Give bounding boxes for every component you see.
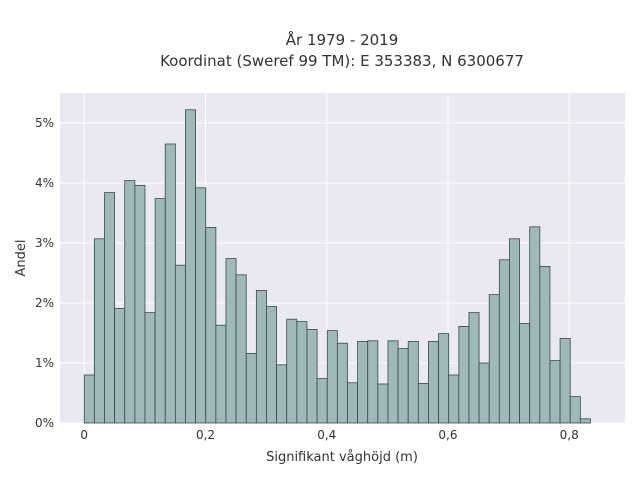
y-axis-label: Andel [14,240,29,277]
y-tick-label: 3% [35,236,54,250]
histogram-bar [559,337,571,424]
histogram-bar [185,109,197,424]
histogram-bar [367,340,379,424]
histogram-bar [154,198,166,424]
x-axis-ticks: 0 0,2 0,4 0,6 0,8 [80,428,578,442]
histogram-bar [336,342,348,424]
histogram-bar [174,264,186,424]
histogram-bar [478,362,490,424]
histogram-bar [326,330,338,424]
histogram-bar [276,364,288,424]
histogram-bar [83,374,95,424]
histogram-bar [569,396,581,424]
histogram-bar [377,383,389,424]
histogram-bar [195,187,207,424]
y-tick-label: 2% [35,296,54,310]
histogram-bar [428,340,439,424]
y-tick-label: 1% [35,356,54,370]
histogram-bar [114,307,126,424]
histogram-bar [387,340,399,424]
histogram-bar [468,312,480,424]
histogram-bar [225,258,237,424]
histogram-bar [579,418,591,424]
histogram-bar [519,322,531,424]
y-tick-label: 4% [35,176,54,190]
histogram-bar [164,143,176,424]
histogram-bar [448,374,460,424]
x-tick-label: 0,6 [438,428,457,442]
chart-subtitle: Koordinat (Sweref 99 TM): E 353383, N 63… [160,52,524,70]
histogram-bar [144,312,156,424]
histogram-bar [417,382,429,424]
histogram-bar [357,340,369,424]
histogram-bar [397,348,409,424]
x-tick-label: 0,4 [317,428,336,442]
histogram-bar [266,306,278,424]
x-tick-label: 0,8 [560,428,579,442]
histogram-bar [215,324,227,424]
histogram-bar [306,328,318,424]
x-tick-label: 0,2 [196,428,215,442]
bars [83,109,591,424]
histogram-bar [438,333,450,424]
chart-title: År 1979 - 2019 [286,30,399,49]
histogram-bar [286,318,298,424]
y-tick-label: 5% [35,116,54,130]
histogram-bar [407,340,419,424]
histogram-bar [205,226,217,424]
histogram-bar [124,180,136,424]
x-axis-label: Signifikant våghöjd (m) [266,450,418,465]
histogram-bar [498,259,510,424]
histogram-bar [255,289,267,424]
histogram-bar [296,321,308,424]
histogram-bar [316,378,328,424]
histogram-bar [347,382,358,424]
histogram-bar [104,192,116,424]
histogram-bar [549,360,561,424]
histogram-bar [539,265,551,424]
histogram-bar [488,294,500,424]
histogram-bar [93,238,105,424]
histogram-bar [509,238,520,424]
histogram-bar [245,352,257,424]
y-tick-label: 0% [35,416,54,430]
y-axis-ticks: 0% 1% 2% 3% 4% 5% [35,116,54,430]
histogram-bar [235,274,247,424]
x-tick-label: 0 [80,428,88,442]
histogram-bar [529,226,541,424]
histogram-bar [134,184,146,424]
histogram-bar [458,325,470,424]
